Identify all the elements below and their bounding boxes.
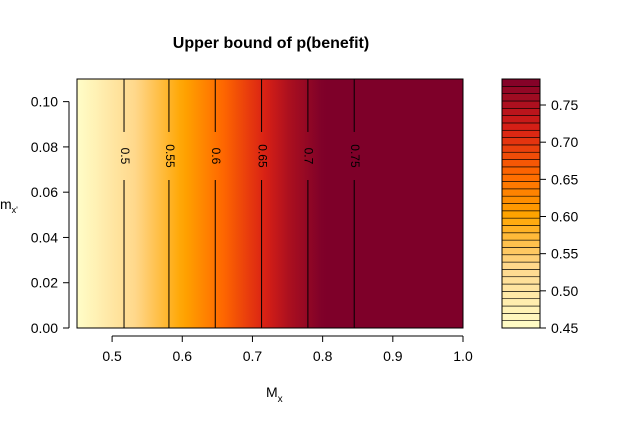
contour-label: 0.75 (348, 144, 362, 168)
colorbar-level (501, 100, 541, 109)
colorbar-frame (501, 78, 541, 329)
colorbar (501, 78, 541, 329)
colorbar-tick-label: 0.75 (551, 97, 578, 113)
colorbar-level (501, 151, 541, 160)
heatmap-fill (77, 79, 463, 328)
x-axis-label: Mx (266, 384, 283, 405)
colorbar-level (501, 291, 541, 300)
colorbar-level (501, 254, 541, 263)
colorbar-tick-label: 0.65 (551, 171, 578, 187)
colorbar-axis: 0.45 0.50 0.55 0.60 0.65 0.70 0.75 (540, 97, 578, 336)
colorbar-level (501, 129, 541, 138)
x-tick-label: 0.9 (383, 348, 403, 364)
y-axis-label: mx' (0, 196, 18, 215)
x-tick-label: 0.8 (313, 348, 333, 364)
contour-label: 0.65 (255, 144, 269, 168)
colorbar-level (501, 93, 541, 102)
y-tick-label: 0.10 (31, 94, 58, 110)
colorbar-level (501, 173, 541, 182)
y-tick-label: 0.02 (31, 275, 58, 291)
colorbar-tick-label: 0.50 (551, 283, 578, 299)
colorbar-tick-label: 0.45 (551, 320, 578, 336)
colorbar-level (501, 159, 541, 168)
contour-label: 0.7 (302, 148, 316, 165)
y-tick-label: 0.06 (31, 184, 58, 200)
colorbar-level (501, 181, 541, 190)
colorbar-level (501, 261, 541, 270)
colorbar-level (501, 78, 541, 87)
x-tick-label: 0.5 (102, 348, 122, 364)
colorbar-level (501, 269, 541, 278)
colorbar-level (501, 115, 541, 124)
contour-label: 0.55 (163, 144, 177, 168)
y-tick-label: 0.00 (31, 320, 58, 336)
colorbar-level (501, 232, 541, 241)
colorbar-level (501, 239, 541, 248)
colorbar-level (501, 225, 541, 234)
x-axis: 0.5 0.6 0.7 0.8 0.9 1.0 (102, 335, 473, 364)
colorbar-level (501, 298, 541, 307)
y-tick-label: 0.04 (31, 229, 58, 245)
chart-title: Upper bound of p(benefit) (173, 35, 369, 52)
colorbar-level (501, 188, 541, 197)
y-tick-label: 0.08 (31, 139, 58, 155)
contour-label: 0.6 (209, 148, 223, 165)
colorbar-level (501, 247, 541, 256)
colorbar-level (501, 203, 541, 212)
colorbar-level (501, 86, 541, 94)
x-tick-label: 0.6 (173, 348, 193, 364)
colorbar-level (501, 107, 541, 116)
colorbar-level (501, 166, 541, 175)
contour-label: 0.5 (118, 148, 132, 165)
colorbar-level (501, 217, 541, 226)
plot-area (77, 79, 463, 328)
colorbar-level (501, 313, 541, 321)
colorbar-level (501, 305, 541, 314)
colorbar-level (501, 137, 541, 146)
colorbar-tick-label: 0.70 (551, 134, 578, 150)
colorbar-level (501, 283, 541, 292)
colorbar-tick-label: 0.60 (551, 209, 578, 225)
colorbar-level (501, 276, 541, 285)
x-tick-label: 1.0 (453, 348, 473, 364)
y-axis: 0.00 0.02 0.04 0.06 0.08 0.10 (31, 94, 70, 336)
colorbar-tick-label: 0.55 (551, 246, 578, 262)
plot-frame (76, 78, 464, 329)
x-tick-label: 0.7 (243, 348, 263, 364)
colorbar-level (501, 144, 541, 153)
contour-lines: 0.5 0.55 0.6 0.65 0.7 0.75 (118, 79, 362, 328)
colorbar-level (501, 122, 541, 131)
colorbar-level (501, 210, 541, 219)
colorbar-level (501, 320, 541, 329)
colorbar-level (501, 195, 541, 204)
